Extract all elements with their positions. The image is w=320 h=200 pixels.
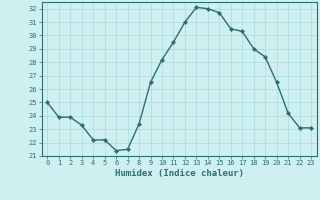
- X-axis label: Humidex (Indice chaleur): Humidex (Indice chaleur): [115, 169, 244, 178]
